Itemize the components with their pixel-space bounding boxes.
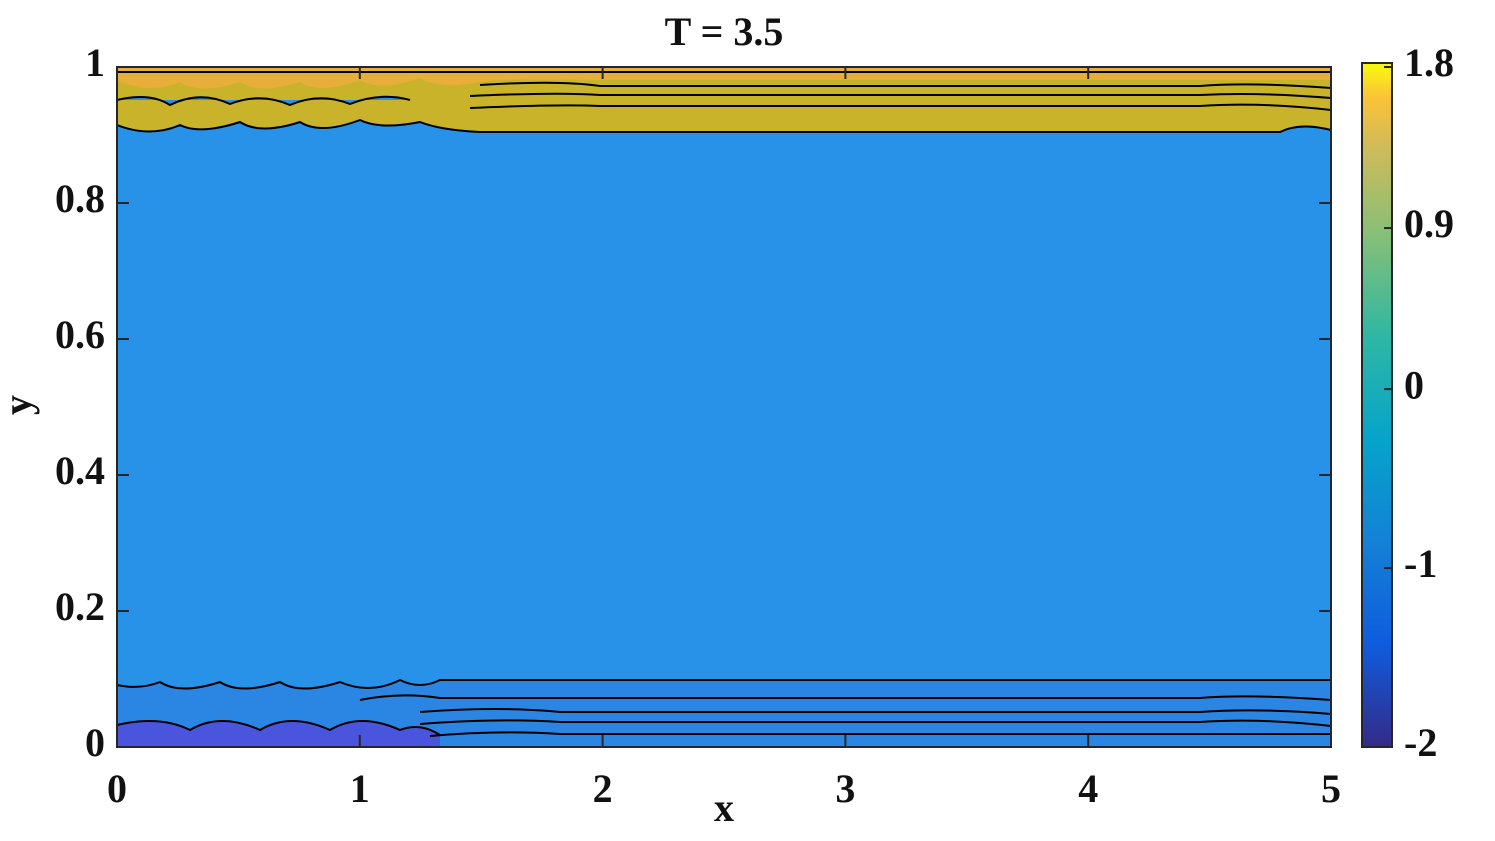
x-tick-label: 3: [835, 766, 855, 811]
colorbar: [1361, 62, 1393, 748]
colorbar-tick-label: 1.8: [1404, 40, 1454, 85]
y-tick-label: 0.8: [55, 176, 105, 221]
y-axis-label: y: [0, 395, 40, 415]
y-tick-label: 0.4: [55, 448, 105, 493]
x-axis-label: x: [714, 785, 734, 830]
colorbar-tick-label: 0: [1404, 362, 1424, 407]
x-tick-label: 0: [107, 766, 127, 811]
x-tick-label: 2: [593, 766, 613, 811]
x-tick-label: 1: [350, 766, 370, 811]
y-tick-label: 0: [85, 720, 105, 765]
plot-frame: [116, 66, 1332, 748]
y-tick-label: 0.6: [55, 312, 105, 357]
colorbar-tick-label: -2: [1404, 720, 1437, 765]
chart-title: T = 3.5: [665, 9, 784, 54]
y-tick-label: 0.2: [55, 584, 105, 629]
x-tick-label: 5: [1321, 766, 1341, 811]
y-tick-label: 1: [85, 40, 105, 85]
colorbar-tick-label: 0.9: [1404, 201, 1454, 246]
x-tick-label: 4: [1078, 766, 1098, 811]
contour-field: [117, 67, 1331, 747]
colorbar-tick-label: -1: [1404, 541, 1437, 586]
